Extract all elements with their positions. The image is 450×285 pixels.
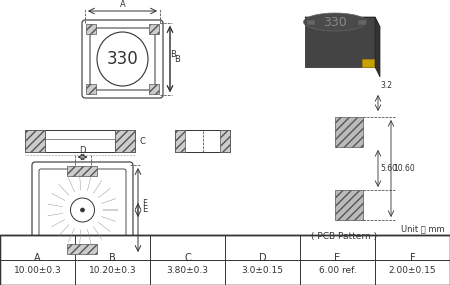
Polygon shape [305,17,380,27]
Text: 10.60: 10.60 [393,164,415,173]
Text: 5.60: 5.60 [380,164,397,173]
Bar [175,130,185,152]
Text: A: A [34,253,41,263]
Text: E: E [334,253,341,263]
Bar [175,130,230,152]
Bar [0,235,450,285]
Text: Unit ： mm: Unit ： mm [401,224,445,233]
Text: D: D [79,146,86,155]
Polygon shape [375,17,380,77]
Ellipse shape [97,32,148,86]
FancyBboxPatch shape [32,162,133,258]
Text: 10.20±0.3: 10.20±0.3 [89,266,136,275]
Bar [149,24,159,34]
Bar [25,130,45,152]
Bar [362,59,374,67]
FancyBboxPatch shape [90,28,155,90]
Bar [307,20,315,25]
Text: ( PCB Pattern ): ( PCB Pattern ) [311,232,377,241]
Text: 6.00 ref.: 6.00 ref. [319,266,356,275]
Text: E: E [142,205,147,215]
Text: D: D [259,253,266,263]
FancyBboxPatch shape [39,169,126,251]
Text: C: C [139,137,145,146]
Bar [0,235,450,285]
Polygon shape [305,17,375,67]
Ellipse shape [303,13,366,31]
Bar [67,166,97,176]
Text: C: C [184,253,191,263]
Text: 2.00±0.15: 2.00±0.15 [389,266,436,275]
Bar [149,84,159,94]
Text: B: B [174,54,180,64]
Bar [25,130,135,152]
Bar [86,84,96,94]
Bar [335,117,363,147]
Text: 3.80±0.3: 3.80±0.3 [166,266,208,275]
Bar [86,24,96,34]
Text: B: B [109,253,116,263]
Bar [115,130,135,152]
Text: A: A [120,0,126,9]
Circle shape [71,198,94,222]
Bar [220,130,230,152]
FancyBboxPatch shape [82,20,163,98]
Bar [358,20,366,25]
Text: B: B [170,50,176,59]
Text: 10.00±0.3: 10.00±0.3 [14,266,61,275]
Bar [335,190,363,220]
Text: F: F [142,200,147,209]
Text: 330: 330 [323,15,347,28]
Text: 3.0±0.15: 3.0±0.15 [242,266,284,275]
Bar [67,244,97,254]
Text: 330: 330 [107,50,139,68]
Text: 3.2: 3.2 [380,82,392,91]
Text: F: F [410,253,415,263]
Circle shape [81,208,85,212]
